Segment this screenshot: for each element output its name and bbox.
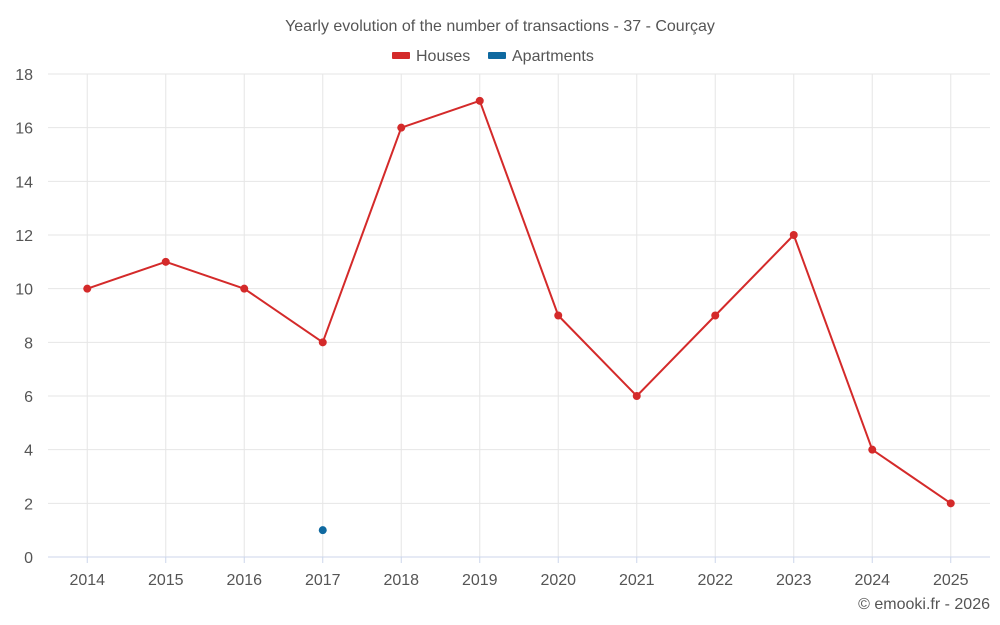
- series-line-houses: [86, 99, 952, 505]
- x-tick-label-2019: 2019: [462, 572, 498, 589]
- data-point-houses-2017[interactable]: [318, 338, 327, 347]
- legend-item-houses[interactable]: Houses: [392, 48, 470, 65]
- axis-layer: 0 2 4 6 8 10 12 14 16 18 2014 2015 2016 2017 2018 2019 2…: [15, 67, 990, 589]
- data-point-houses-2016[interactable]: [240, 284, 249, 293]
- y-tick-label-0: 0: [24, 550, 33, 567]
- y-tick-label-18: 18: [15, 67, 33, 84]
- x-tick-label-2014: 2014: [69, 572, 105, 589]
- legend-swatch-houses: [392, 52, 410, 59]
- x-tick-label-2021: 2021: [619, 572, 655, 589]
- y-tick-label-2: 2: [24, 496, 33, 513]
- data-point-houses-2019[interactable]: [475, 96, 484, 105]
- data-point-houses-2015[interactable]: [161, 257, 170, 266]
- y-tick-label-14: 14: [15, 174, 33, 191]
- x-tick-label-2020: 2020: [540, 572, 576, 589]
- legend-swatch-apartments: [488, 52, 506, 59]
- legend-label-houses: Houses: [416, 48, 470, 65]
- y-tick-label-12: 12: [15, 228, 33, 245]
- x-tick-label-2018: 2018: [383, 572, 419, 589]
- credit-text: © emooki.fr - 2026: [858, 596, 990, 613]
- data-point-apartments-2017[interactable]: [318, 526, 327, 535]
- y-tick-label-6: 6: [24, 389, 33, 406]
- data-point-houses-2023[interactable]: [789, 231, 798, 239]
- x-tick-label-2017: 2017: [305, 572, 341, 589]
- y-tick-label-8: 8: [24, 335, 33, 352]
- y-tick-label-4: 4: [24, 443, 33, 460]
- x-tick-label-2015: 2015: [148, 572, 184, 589]
- x-tick-label-2022: 2022: [697, 572, 733, 589]
- x-tick-label-2024: 2024: [854, 572, 890, 589]
- legend-label-apartments: Apartments: [512, 48, 594, 65]
- data-point-houses-2018[interactable]: [397, 123, 406, 132]
- data-point-houses-2021[interactable]: [632, 392, 641, 400]
- grid-layer: [48, 73, 990, 558]
- x-tick-label-2023: 2023: [776, 572, 812, 589]
- y-tick-label-10: 10: [15, 282, 33, 299]
- y-tick-label-16: 16: [15, 121, 33, 138]
- data-point-houses-2020[interactable]: [554, 311, 563, 320]
- data-point-houses-2025[interactable]: [946, 499, 955, 508]
- data-point-houses-2022[interactable]: [711, 311, 720, 320]
- series-layer: [83, 96, 955, 535]
- data-point-houses-2014[interactable]: [83, 284, 92, 293]
- legend-item-apartments[interactable]: Apartments: [488, 48, 594, 65]
- legend: Houses Apartments: [392, 48, 594, 65]
- data-point-houses-2024[interactable]: [868, 445, 877, 454]
- x-tick-label-2025: 2025: [933, 572, 969, 589]
- x-tick-label-2016: 2016: [226, 572, 262, 589]
- chart-title: Yearly evolution of the number of transa…: [285, 18, 715, 35]
